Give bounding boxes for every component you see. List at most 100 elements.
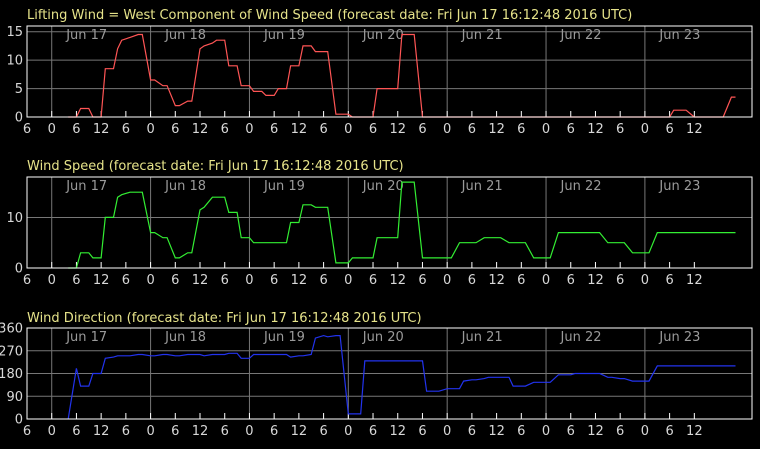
chart-panel-1: Lifting Wind = West Component of Wind Sp…	[6, 8, 753, 137]
x-tick-label: 12	[686, 273, 703, 288]
plot-frame	[26, 327, 753, 420]
day-label: Jun 23	[658, 330, 700, 345]
y-tick-label: 180	[0, 367, 23, 382]
x-tick-label: 6	[221, 424, 229, 439]
x-tick-label: 6	[517, 273, 525, 288]
x-tick-label: 0	[344, 424, 352, 439]
x-tick-label: 6	[122, 424, 130, 439]
x-tick-label: 0	[641, 122, 649, 137]
x-tick-label: 6	[616, 273, 624, 288]
day-label: Jun 21	[461, 179, 503, 194]
x-tick-label: 0	[641, 273, 649, 288]
x-tick-label: 12	[389, 424, 406, 439]
x-tick-label: 12	[291, 122, 308, 137]
day-label: Jun 18	[164, 330, 206, 345]
x-tick-label: 12	[93, 273, 110, 288]
x-tick-label: 12	[291, 273, 308, 288]
day-label: Jun 17	[65, 330, 107, 345]
y-tick-label: 90	[6, 390, 23, 405]
y-tick-label: 0	[15, 413, 23, 428]
x-tick-label: 12	[291, 424, 308, 439]
series-line	[67, 334, 736, 420]
x-tick-label: 12	[686, 122, 703, 137]
x-tick-label: 6	[468, 424, 476, 439]
x-tick-label: 0	[641, 424, 649, 439]
x-tick-label: 6	[418, 122, 426, 137]
x-tick-label: 6	[72, 424, 80, 439]
x-tick-label: 12	[488, 273, 505, 288]
x-tick-label: 6	[319, 424, 327, 439]
day-label: Jun 19	[263, 330, 305, 345]
x-tick-label: 6	[616, 424, 624, 439]
y-tick-label: 0	[15, 111, 23, 126]
x-tick-label: 0	[146, 273, 154, 288]
x-tick-label: 6	[270, 424, 278, 439]
x-tick-label: 6	[665, 424, 673, 439]
x-tick-label: 6	[567, 424, 575, 439]
chart-title: Wind Speed (forecast date: Fri Jun 17 16…	[27, 159, 404, 174]
x-tick-label: 6	[221, 122, 229, 137]
x-tick-label: 0	[146, 122, 154, 137]
x-tick-label: 0	[542, 424, 550, 439]
x-tick-label: 6	[23, 424, 31, 439]
x-tick-label: 6	[122, 122, 130, 137]
y-tick-label: 0	[15, 262, 23, 277]
x-tick-label: 12	[587, 273, 604, 288]
day-label: Jun 20	[362, 179, 404, 194]
x-tick-label: 6	[23, 122, 31, 137]
day-label: Jun 22	[560, 330, 602, 345]
x-tick-label: 12	[192, 273, 209, 288]
x-tick-label: 6	[319, 273, 327, 288]
x-tick-label: 6	[221, 273, 229, 288]
x-tick-label: 0	[443, 122, 451, 137]
day-label: Jun 19	[263, 179, 305, 194]
x-tick-label: 0	[542, 273, 550, 288]
x-tick-label: 6	[517, 424, 525, 439]
x-tick-label: 6	[319, 122, 327, 137]
plot-frame	[26, 176, 753, 269]
chart-title: Wind Direction (forecast date: Fri Jun 1…	[27, 311, 422, 326]
x-tick-label: 12	[686, 424, 703, 439]
x-tick-label: 6	[665, 273, 673, 288]
x-tick-label: 6	[517, 122, 525, 137]
x-tick-label: 0	[245, 273, 253, 288]
x-tick-label: 12	[192, 122, 209, 137]
x-tick-label: 6	[171, 424, 179, 439]
y-tick-label: 15	[6, 25, 23, 40]
x-tick-label: 6	[369, 122, 377, 137]
day-label: Jun 18	[164, 28, 206, 43]
x-tick-label: 0	[48, 273, 56, 288]
x-tick-label: 6	[369, 273, 377, 288]
series-line	[68, 181, 736, 269]
day-label: Jun 21	[461, 28, 503, 43]
x-tick-label: 6	[171, 122, 179, 137]
x-tick-label: 12	[488, 122, 505, 137]
x-tick-label: 6	[418, 424, 426, 439]
series-line	[68, 33, 736, 118]
day-label: Jun 18	[164, 179, 206, 194]
chart-title: Lifting Wind = West Component of Wind Sp…	[27, 8, 632, 23]
day-label: Jun 20	[362, 28, 404, 43]
chart-panel-3: Wind Direction (forecast date: Fri Jun 1…	[0, 311, 753, 439]
x-tick-label: 6	[270, 273, 278, 288]
day-label: Jun 22	[560, 28, 602, 43]
chart-panel-2: Wind Speed (forecast date: Fri Jun 17 16…	[6, 159, 753, 288]
x-tick-label: 6	[468, 273, 476, 288]
x-tick-label: 0	[443, 273, 451, 288]
plot-frame	[26, 25, 753, 118]
x-tick-label: 6	[72, 122, 80, 137]
x-tick-label: 0	[344, 273, 352, 288]
x-tick-label: 0	[344, 122, 352, 137]
day-label: Jun 17	[65, 179, 107, 194]
x-tick-label: 6	[122, 273, 130, 288]
x-tick-label: 6	[616, 122, 624, 137]
y-tick-label: 270	[0, 344, 23, 359]
x-tick-label: 12	[587, 424, 604, 439]
x-tick-label: 0	[48, 122, 56, 137]
x-tick-label: 6	[171, 273, 179, 288]
day-label: Jun 19	[263, 28, 305, 43]
y-tick-label: 5	[15, 82, 23, 97]
y-tick-label: 10	[6, 54, 23, 69]
day-label: Jun 23	[658, 179, 700, 194]
